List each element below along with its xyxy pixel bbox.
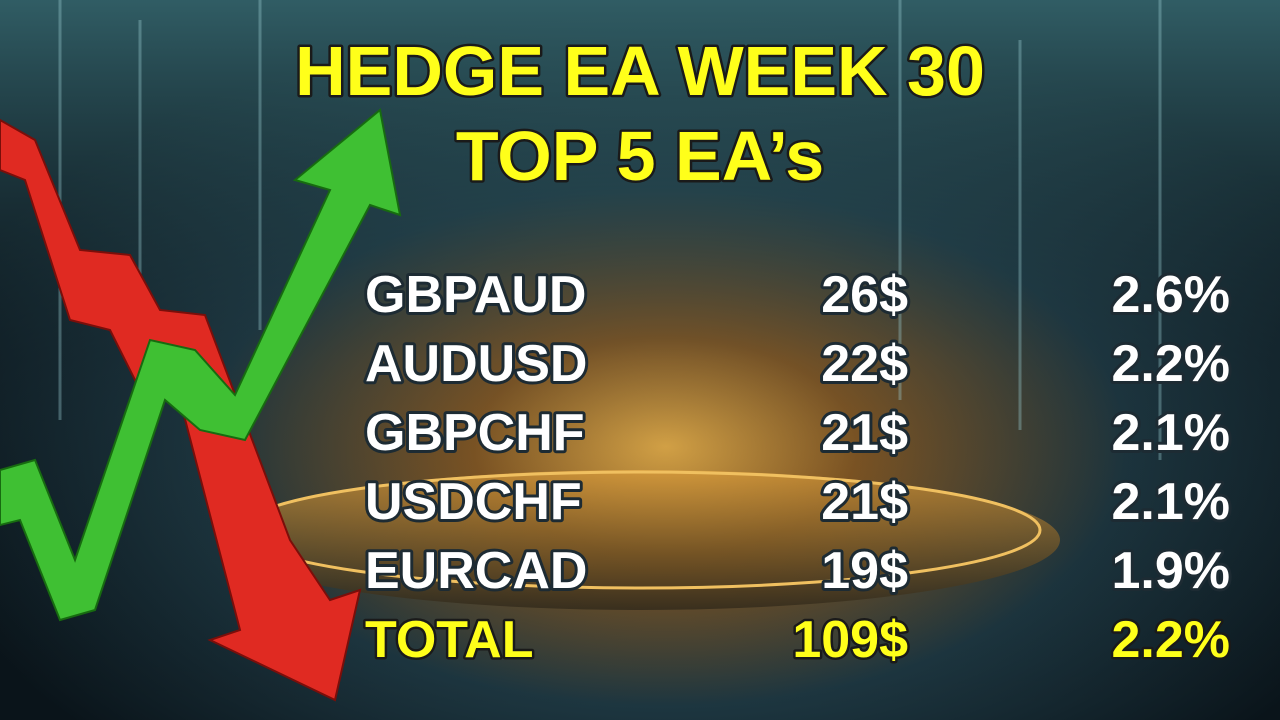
percent: 2.1% xyxy=(1111,404,1230,462)
pair: GBPCHF xyxy=(365,404,585,462)
pair: EURCAD xyxy=(365,542,587,600)
percent: 2.6% xyxy=(1111,266,1230,324)
platform xyxy=(220,470,1060,610)
up-arrow xyxy=(0,108,402,622)
title: HEDGE EA WEEK 30 xyxy=(295,32,985,110)
pair: GBPAUD xyxy=(365,266,586,324)
down-arrow xyxy=(0,118,362,702)
profit: 19$ xyxy=(821,542,908,600)
pair: AUDUSD xyxy=(365,335,587,393)
percent: 2.2% xyxy=(1111,611,1230,669)
profit: 21$ xyxy=(821,473,908,531)
title: TOP 5 EA’s xyxy=(456,117,824,195)
profit: 21$ xyxy=(821,404,908,462)
pair: USDCHF xyxy=(365,473,582,531)
percent: 2.1% xyxy=(1111,473,1230,531)
profit: 109$ xyxy=(792,611,908,669)
pair: TOTAL xyxy=(365,611,534,669)
percent: 2.2% xyxy=(1111,335,1230,393)
profit: 22$ xyxy=(821,335,908,393)
percent: 1.9% xyxy=(1111,542,1230,600)
profit: 26$ xyxy=(821,266,908,324)
table: GBPAUD 26$ 2.6% AUDUSD 22$ 2.2% GBPCHF 21$ 2.1% U… xyxy=(362,263,1233,672)
